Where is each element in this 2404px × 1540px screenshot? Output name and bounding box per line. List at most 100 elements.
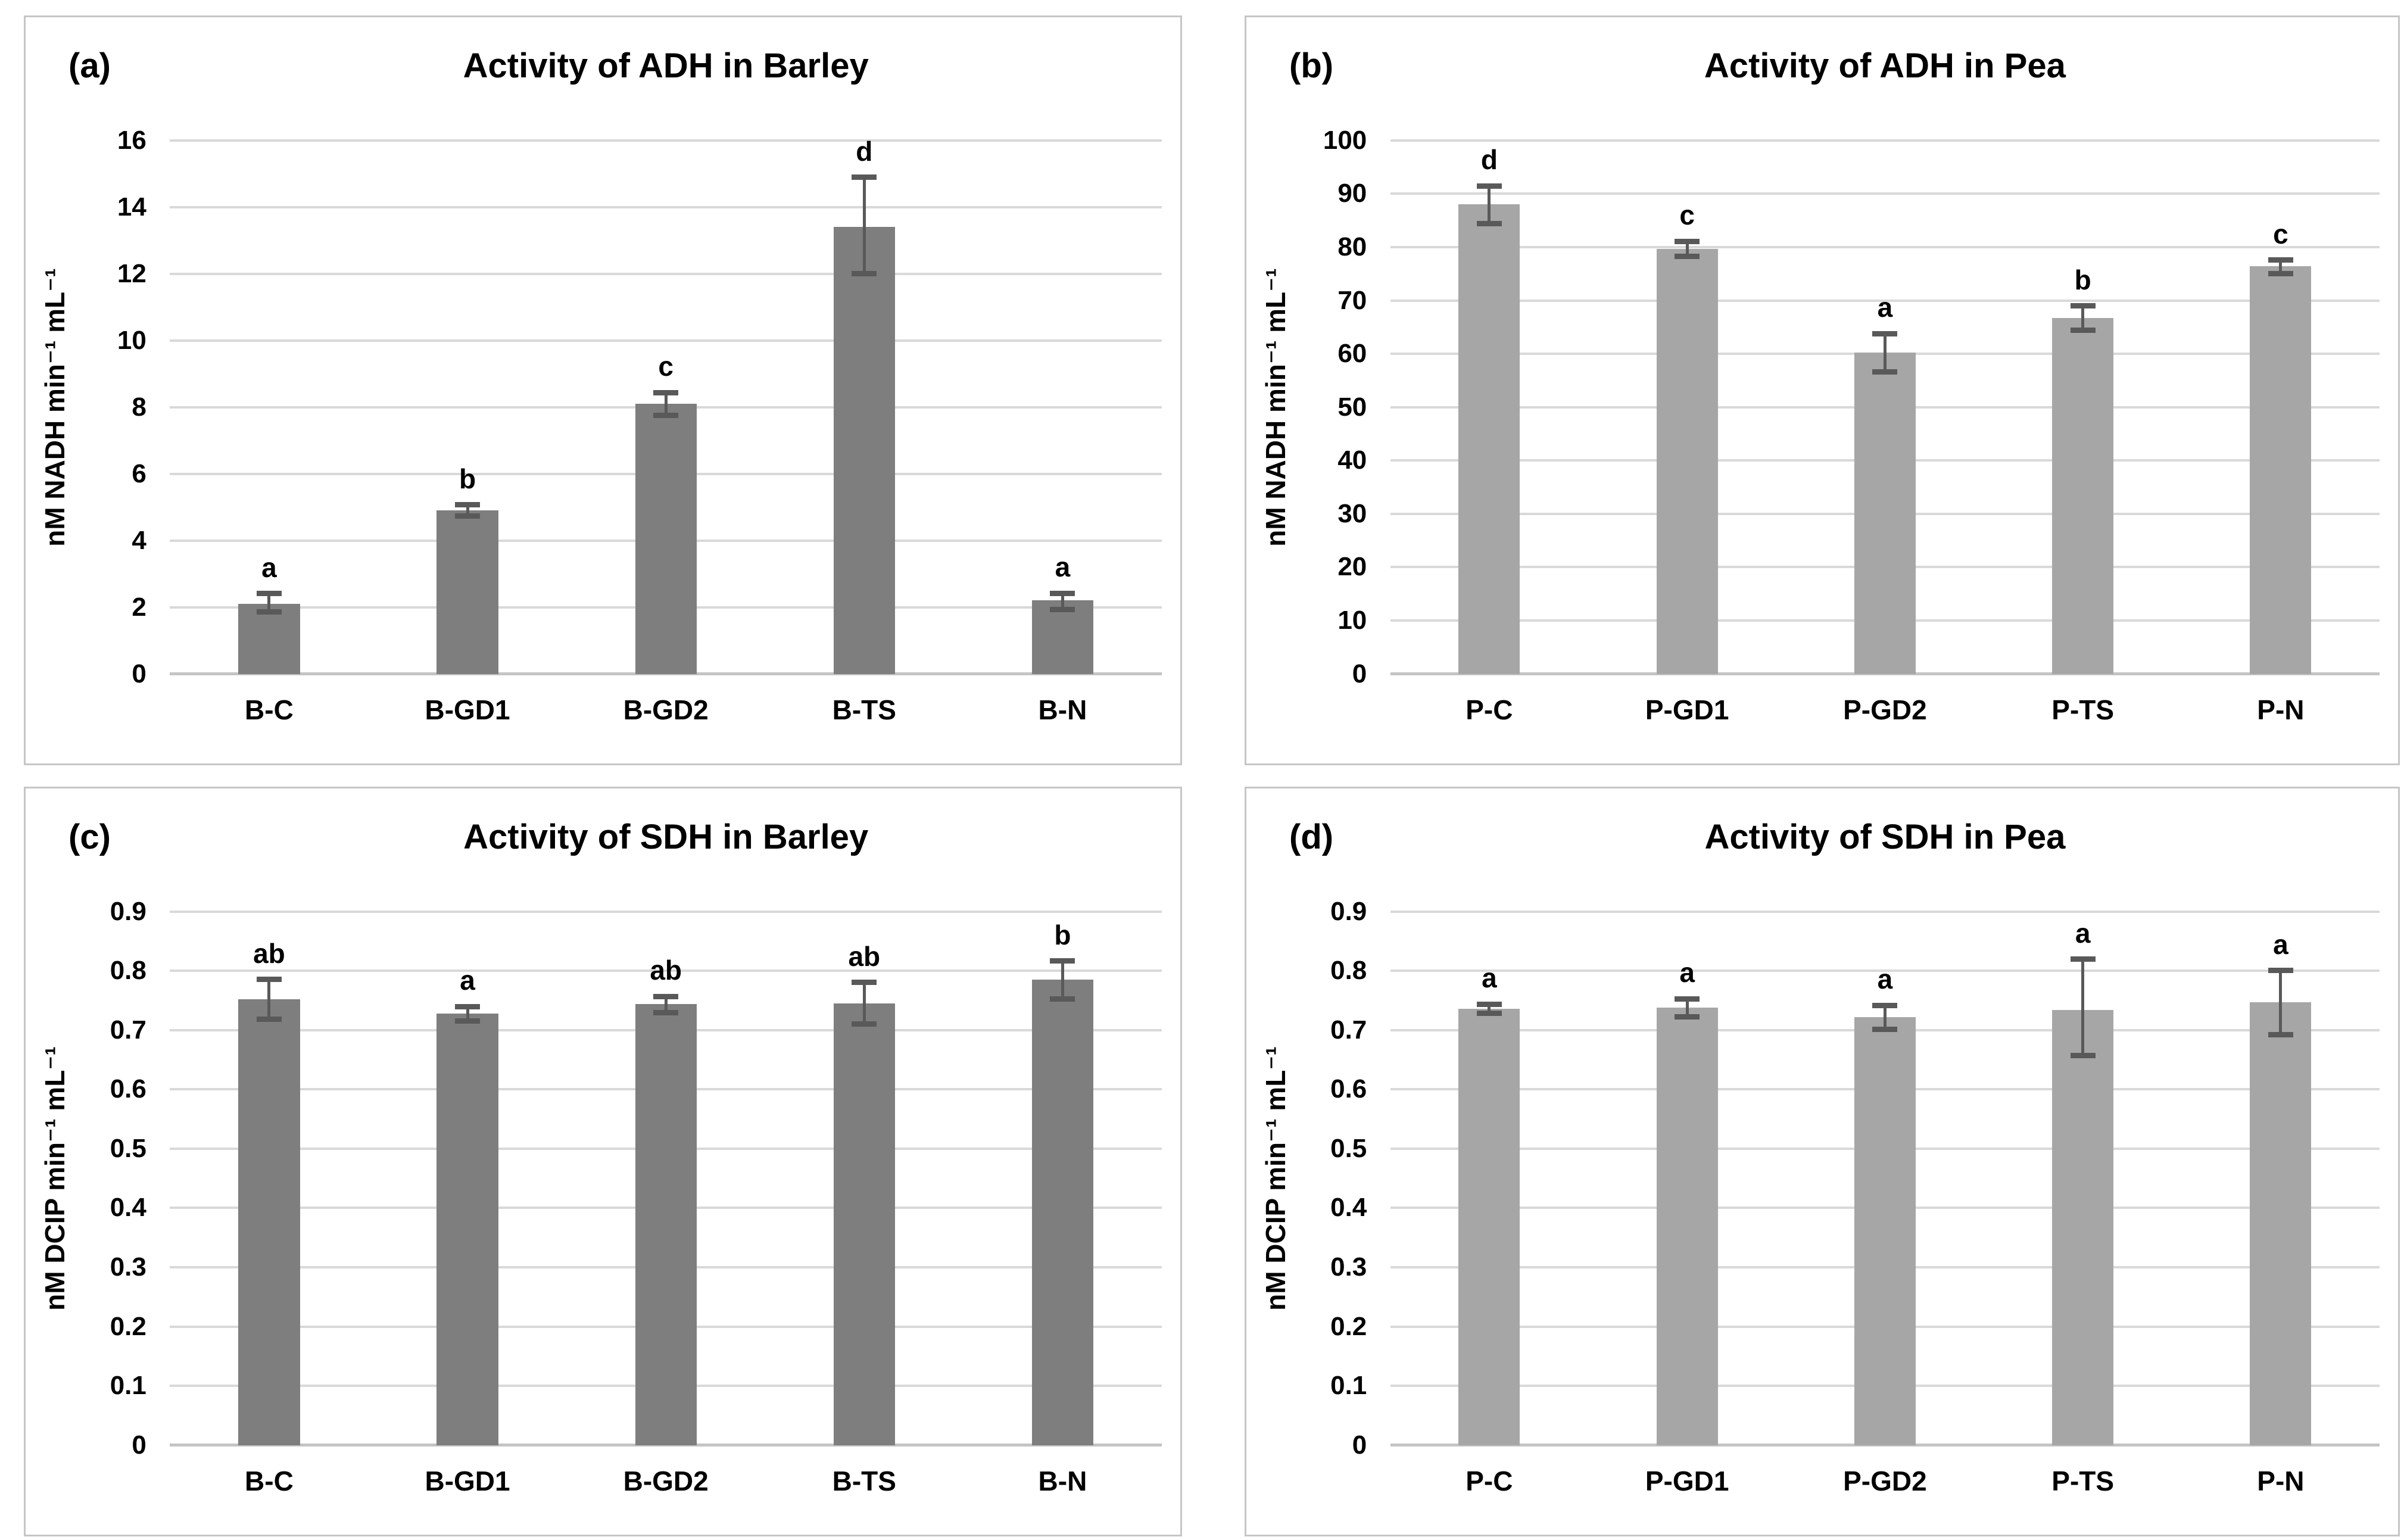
x-tick-label: B-N [1038, 1466, 1087, 1497]
x-tick-label: B-N [1038, 694, 1087, 726]
y-tick-label: 16 [117, 125, 146, 155]
error-bar-cap-bottom [256, 1016, 282, 1022]
x-axis-labels: B-C B-GD1 B-GD2 B-TS B-N [170, 678, 1162, 732]
plot-area: a b c d a [170, 138, 1162, 675]
error-bar-line [862, 982, 866, 1024]
gridline [170, 205, 1162, 208]
error-bar-cap-top [2268, 968, 2293, 974]
error-bar-cap-bottom [2268, 1031, 2293, 1037]
y-tick-label: 30 [1337, 498, 1367, 528]
x-tick-label: B-GD2 [623, 1466, 709, 1497]
y-tick-label: 20 [1337, 552, 1367, 582]
x-tick-label: P-TS [2051, 694, 2115, 726]
y-tick-label: 0.7 [1330, 1015, 1367, 1045]
panel-adh-pea: (b) Activity of ADH in Pea nM NADH min⁻¹… [1245, 15, 2400, 765]
error-bar-cap-top [1476, 183, 1502, 189]
significance-letter: b [2074, 264, 2091, 295]
y-tick-label: 8 [132, 392, 146, 422]
error-bar-cap-top [2268, 257, 2293, 263]
gridline [1390, 192, 2380, 195]
error-bar-cap-bottom [653, 1009, 679, 1015]
error-bar-cap-bottom [1675, 254, 1700, 260]
y-tick-label: 0.5 [1330, 1133, 1367, 1163]
y-tick-label: 70 [1337, 285, 1367, 315]
y-tick-label: 0.2 [1330, 1311, 1367, 1341]
error-bar-cap-top [1476, 1002, 1502, 1008]
error-bar-cap-top [1872, 1003, 1898, 1009]
x-tick-label: P-GD1 [1645, 694, 1729, 726]
error-bar-cap-top [1050, 590, 1075, 596]
y-tick-label: 4 [132, 525, 146, 555]
y-tick-label: 0 [1352, 659, 1367, 688]
error-bar-cap-top [653, 389, 679, 395]
x-axis-labels: B-C B-GD1 B-GD2 B-TS B-N [170, 1449, 1162, 1503]
error-bar-cap-bottom [1050, 996, 1075, 1002]
error-bar-cap-bottom [852, 270, 877, 276]
y-tick-label: 0.1 [110, 1371, 146, 1401]
error-bar-line [1488, 185, 1491, 225]
y-tick-label: 0.3 [1330, 1252, 1367, 1282]
significance-letter: c [1679, 199, 1695, 231]
x-tick-label: B-C [245, 694, 294, 726]
y-tick-label: 10 [117, 325, 146, 355]
error-bar-cap-top [455, 502, 481, 508]
bar-P-GD2 [1854, 1017, 1916, 1445]
chart-title: Activity of SDH in Barley [463, 818, 869, 856]
significance-letter: a [261, 551, 277, 583]
bar-P-C [1458, 204, 1520, 674]
panel-letter: (d) [1289, 818, 1334, 856]
bar-B-GD1 [436, 510, 498, 674]
error-bar-cap-top [852, 174, 877, 180]
error-bar-line [664, 996, 668, 1013]
error-bar-cap-top [1050, 958, 1075, 964]
error-bar-cap-bottom [1050, 606, 1075, 612]
plot-area: ab a ab ab b [170, 910, 1162, 1447]
y-tick-label: 0.9 [110, 896, 146, 926]
y-tick-label: 0 [1352, 1430, 1367, 1460]
significance-letter: a [1055, 551, 1071, 582]
y-tick-label: 0.6 [110, 1074, 146, 1104]
error-bar-line [466, 1006, 469, 1021]
y-tick-label: 0.8 [1330, 956, 1367, 986]
bar-B-GD1 [436, 1013, 498, 1445]
y-tick-label: 0.3 [110, 1252, 146, 1282]
x-tick-label: P-C [1466, 1466, 1513, 1497]
bar-P-GD2 [1854, 353, 1916, 674]
bar-B-C [238, 604, 300, 674]
y-tick-label: 100 [1323, 125, 1367, 155]
error-bar-line [2081, 305, 2085, 331]
error-bar-cap-bottom [852, 1021, 877, 1027]
bar-P-GD1 [1656, 1008, 1718, 1445]
x-tick-label: B-GD2 [623, 694, 709, 726]
panel-sdh-barley: (c) Activity of SDH in Barley nM DCIP mi… [24, 787, 1182, 1536]
error-bar-cap-top [2070, 303, 2096, 309]
error-bar-cap-top [852, 980, 877, 986]
bar-B-N [1031, 600, 1094, 674]
error-bar-line [2081, 959, 2085, 1056]
error-bar-cap-top [256, 591, 282, 597]
y-tick-label: 12 [117, 258, 146, 288]
y-tick-label: 0.1 [1330, 1371, 1367, 1401]
bar-B-C [238, 999, 300, 1445]
significance-letter: ab [650, 955, 682, 986]
significance-letter: a [460, 965, 475, 996]
significance-letter: a [2075, 917, 2091, 949]
y-tick-label: 0.4 [1330, 1193, 1367, 1223]
bar-B-GD2 [635, 1004, 697, 1445]
significance-letter: c [2273, 218, 2288, 250]
error-bar-cap-bottom [2268, 270, 2293, 276]
panel-adh-barley: (a) Activity of ADH in Barley nM NADH mi… [24, 15, 1182, 765]
x-tick-label: P-N [2257, 1466, 2305, 1497]
error-bar-cap-top [256, 977, 282, 983]
y-tick-label: 0.7 [110, 1015, 146, 1045]
gridline [1390, 139, 2380, 142]
error-bar-cap-bottom [1675, 1014, 1700, 1020]
bar-P-N [2250, 266, 2312, 674]
y-tick-label: 0 [132, 659, 146, 688]
error-bar-cap-bottom [1476, 221, 1502, 227]
bar-B-N [1031, 980, 1094, 1445]
bar-P-TS [2052, 318, 2114, 674]
y-tick-label: 0.2 [110, 1311, 146, 1341]
error-bar-cap-bottom [2070, 1052, 2096, 1058]
